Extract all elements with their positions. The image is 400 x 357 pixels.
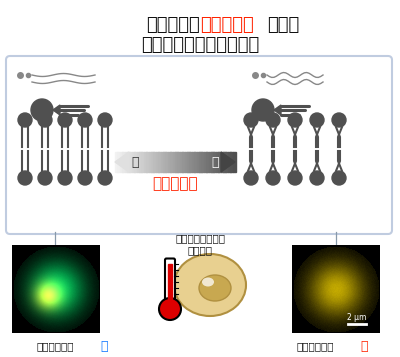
Bar xyxy=(182,152,185,172)
Bar xyxy=(139,152,142,172)
Bar xyxy=(149,152,152,172)
Circle shape xyxy=(310,171,324,185)
Circle shape xyxy=(18,113,32,127)
Bar xyxy=(132,152,135,172)
Bar xyxy=(158,152,161,172)
Bar xyxy=(204,152,207,172)
Text: により: により xyxy=(267,16,299,34)
Bar xyxy=(209,152,212,172)
Text: 培養細胞: 培養細胞 xyxy=(188,245,212,255)
Circle shape xyxy=(159,298,181,320)
Bar xyxy=(226,152,228,172)
Circle shape xyxy=(38,171,52,185)
Circle shape xyxy=(332,113,346,127)
Circle shape xyxy=(78,113,92,127)
Bar xyxy=(175,152,178,172)
Text: 少: 少 xyxy=(131,156,138,169)
FancyBboxPatch shape xyxy=(165,258,175,302)
Text: 折れ曲がり: 折れ曲がり xyxy=(200,16,254,34)
Circle shape xyxy=(38,113,52,127)
Bar xyxy=(216,152,219,172)
Bar xyxy=(163,152,166,172)
Bar xyxy=(194,152,197,172)
Bar xyxy=(134,152,137,172)
Bar xyxy=(156,152,159,172)
Circle shape xyxy=(332,171,346,185)
Ellipse shape xyxy=(174,254,246,316)
Text: ショウジョウバエ: ショウジョウバエ xyxy=(175,233,225,243)
Circle shape xyxy=(266,171,280,185)
Circle shape xyxy=(18,171,32,185)
Bar xyxy=(168,152,171,172)
Bar xyxy=(178,152,180,172)
Bar xyxy=(201,152,204,172)
Text: 2 μm: 2 μm xyxy=(347,313,367,322)
Bar xyxy=(151,152,154,172)
Bar xyxy=(118,152,120,172)
Bar xyxy=(122,152,125,172)
Text: 高: 高 xyxy=(360,340,368,352)
Bar xyxy=(180,152,183,172)
Bar xyxy=(233,152,236,172)
FancyBboxPatch shape xyxy=(6,56,392,234)
Bar xyxy=(136,152,140,172)
Circle shape xyxy=(266,113,280,127)
Bar xyxy=(142,152,144,172)
Text: 細胞内の温度: 細胞内の温度 xyxy=(296,341,334,351)
Ellipse shape xyxy=(202,277,214,287)
Bar xyxy=(185,152,188,172)
Text: 多: 多 xyxy=(212,156,219,169)
Polygon shape xyxy=(53,105,60,115)
Bar xyxy=(223,152,226,172)
Circle shape xyxy=(98,171,112,185)
Text: 細胞内の温度: 細胞内の温度 xyxy=(36,341,74,351)
Bar xyxy=(218,152,221,172)
Bar xyxy=(120,152,123,172)
Bar xyxy=(166,152,168,172)
Circle shape xyxy=(244,171,258,185)
Polygon shape xyxy=(115,152,129,172)
Bar xyxy=(197,152,200,172)
Bar xyxy=(144,152,147,172)
Polygon shape xyxy=(274,105,281,115)
Bar xyxy=(127,152,130,172)
Text: 脂質分子の: 脂質分子の xyxy=(146,16,200,34)
Bar xyxy=(187,152,190,172)
Bar xyxy=(199,152,202,172)
Text: 低: 低 xyxy=(100,340,108,352)
Bar xyxy=(168,264,172,300)
Text: 細胞の温度は調節される: 細胞の温度は調節される xyxy=(141,36,259,54)
Bar xyxy=(206,152,209,172)
Bar xyxy=(214,152,216,172)
Circle shape xyxy=(58,171,72,185)
Bar xyxy=(228,152,231,172)
Circle shape xyxy=(98,113,112,127)
Circle shape xyxy=(78,171,92,185)
Bar xyxy=(173,152,176,172)
Bar xyxy=(154,152,156,172)
Bar xyxy=(115,152,118,172)
Circle shape xyxy=(31,99,53,121)
Bar xyxy=(221,152,224,172)
Bar xyxy=(192,152,195,172)
Circle shape xyxy=(288,171,302,185)
Bar xyxy=(190,152,192,172)
Bar xyxy=(125,152,128,172)
Bar xyxy=(170,152,173,172)
Circle shape xyxy=(58,113,72,127)
Polygon shape xyxy=(221,152,235,172)
Bar xyxy=(211,152,214,172)
Ellipse shape xyxy=(199,275,231,301)
Circle shape xyxy=(252,99,274,121)
Circle shape xyxy=(310,113,324,127)
Circle shape xyxy=(244,113,258,127)
Circle shape xyxy=(288,113,302,127)
Bar xyxy=(230,152,233,172)
Bar xyxy=(160,152,164,172)
Bar xyxy=(146,152,149,172)
Bar xyxy=(130,152,132,172)
Text: 折れ曲がり: 折れ曲がり xyxy=(152,176,198,191)
